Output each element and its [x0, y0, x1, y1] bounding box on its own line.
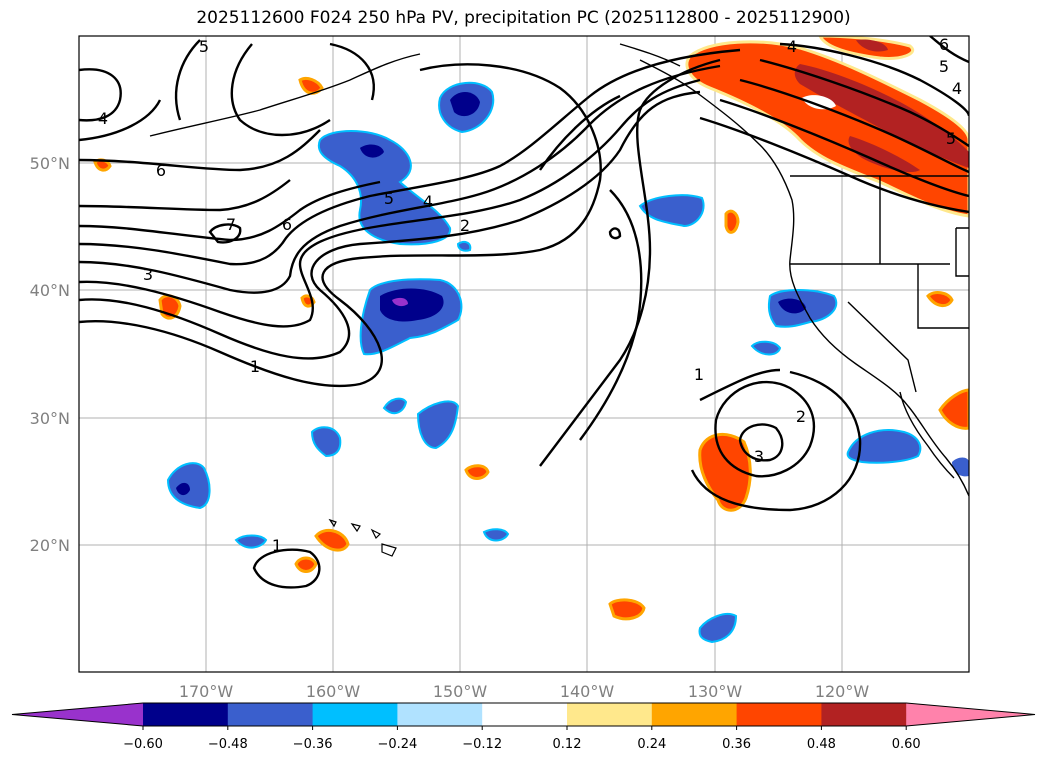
colorbar-tick-label: 0.36 [722, 737, 751, 752]
map-frame [78, 35, 970, 673]
contour-label: 6 [282, 215, 292, 234]
pv-contour-labels: 5 4 6 7 6 3 1 5 4 2 1 2 3 1 4 5 4 6 5 [98, 35, 962, 555]
lon-label: 140°W [560, 682, 615, 701]
colorbar: −0.60 −0.48 −0.36 −0.24 −0.12 0.12 0.24 0.36 0.4… [11, 702, 1036, 752]
lat-label: 20°N [30, 536, 70, 555]
colorbar-segment [143, 703, 229, 726]
latitude-labels: 50°N 40°N 30°N 20°N [30, 154, 70, 555]
colorbar-segment [651, 703, 738, 726]
colorbar-segment [567, 703, 653, 726]
colorbar-segment [736, 703, 822, 726]
contour-label: 5 [939, 57, 949, 76]
lon-label: 130°W [688, 682, 743, 701]
contour-label: 4 [952, 79, 962, 98]
colorbar-segment [312, 703, 398, 726]
colorbar-tick-label: −0.60 [123, 737, 163, 752]
colorbar-segment [397, 703, 483, 726]
contour-label: 7 [226, 215, 236, 234]
contour-label: 3 [143, 265, 153, 284]
contour-label: 5 [199, 37, 209, 56]
contour-label: 4 [423, 192, 433, 211]
contour-label: 5 [384, 189, 394, 208]
colorbar-tick-label: −0.12 [462, 737, 502, 752]
contour-label: 4 [787, 37, 797, 56]
colorbar-segment [821, 703, 907, 726]
colorbar-tick-label: −0.36 [293, 737, 333, 752]
hawaii-islands [328, 518, 397, 557]
contour-label: 3 [754, 447, 764, 466]
colorbar-segment [482, 703, 568, 726]
colorbar-tick-label: −0.48 [208, 737, 248, 752]
contour-label: 2 [796, 407, 806, 426]
colorbar-tick-label: 0.60 [892, 737, 921, 752]
coastlines [149, 43, 969, 497]
lat-label: 50°N [30, 154, 70, 173]
contour-label: 5 [946, 129, 956, 148]
contour-label: 2 [460, 216, 470, 235]
colorbar-tick-label: 0.24 [637, 737, 666, 752]
pv-contours [79, 36, 969, 589]
lon-label: 160°W [306, 682, 361, 701]
colorbar-extend-low [12, 703, 143, 726]
contour-label: 1 [272, 536, 282, 555]
contour-label: 4 [98, 109, 108, 128]
colorbar-tick-label: −0.24 [377, 737, 417, 752]
lon-label: 170°W [179, 682, 234, 701]
map-title: 2025112600 F024 250 hPa PV, precipitatio… [196, 8, 851, 28]
colorbar-segment [227, 703, 314, 726]
contour-label: 6 [939, 35, 949, 54]
contour-label: 1 [694, 365, 704, 384]
colorbar-extend-high [906, 703, 1035, 726]
contour-label: 1 [250, 357, 260, 376]
colorbar-tick-label: 0.12 [553, 737, 582, 752]
lat-label: 30°N [30, 409, 70, 428]
longitude-labels: 170°W 160°W 150°W 140°W 130°W 120°W [179, 682, 870, 701]
contour-label: 6 [156, 161, 166, 180]
colorbar-tick-label: 0.48 [807, 737, 836, 752]
lat-label: 40°N [30, 281, 70, 300]
lon-label: 120°W [815, 682, 870, 701]
negative-precip-areas [166, 81, 969, 644]
lon-label: 150°W [433, 682, 488, 701]
